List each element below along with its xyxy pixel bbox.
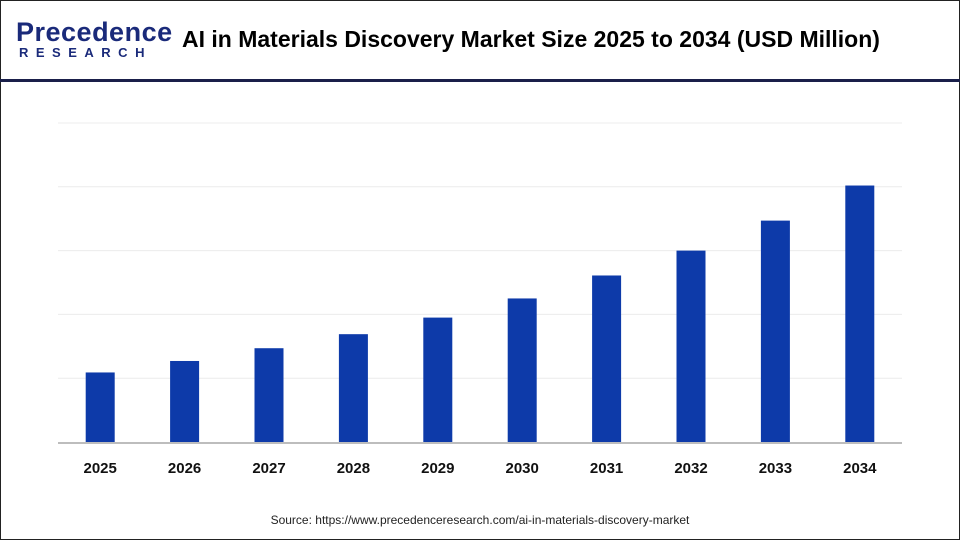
bar-2033 xyxy=(760,220,790,442)
x-tick-label: 2033 xyxy=(759,460,792,477)
bar-2026 xyxy=(170,360,200,442)
bar-2031 xyxy=(592,275,622,442)
logo-subtitle: RESEARCH xyxy=(19,45,152,60)
x-tick-label: 2031 xyxy=(590,460,623,477)
source-note: Source: https://www.precedenceresearch.c… xyxy=(270,513,690,527)
x-tick-label: 2028 xyxy=(337,460,370,477)
x-tick-label: 2030 xyxy=(506,460,539,477)
x-tick-label: 2027 xyxy=(252,460,285,477)
bar-2032 xyxy=(676,250,706,442)
bar-2029 xyxy=(423,317,453,442)
x-tick-label: 2029 xyxy=(421,460,454,477)
bar-2028 xyxy=(338,334,368,442)
bar-2027 xyxy=(254,348,284,442)
logo: Precedence RESEARCH xyxy=(16,18,173,60)
x-tick-label: 2032 xyxy=(674,460,707,477)
bar-2034 xyxy=(845,185,875,443)
x-tick-label: 2026 xyxy=(168,460,201,477)
chart-title: AI in Materials Discovery Market Size 20… xyxy=(182,26,880,52)
logo-wordmark: Precedence xyxy=(16,17,173,47)
header: Precedence RESEARCH AI in Materials Disc… xyxy=(0,0,960,80)
x-tick-label: 2034 xyxy=(843,460,877,477)
x-tick-label: 2025 xyxy=(84,460,117,477)
bar-2025 xyxy=(85,372,115,442)
header-divider xyxy=(0,79,960,82)
bar-2030 xyxy=(507,298,537,442)
